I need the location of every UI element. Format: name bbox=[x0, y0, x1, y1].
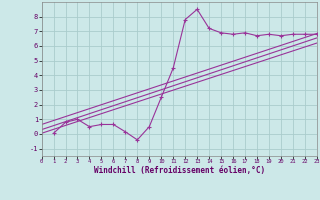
X-axis label: Windchill (Refroidissement éolien,°C): Windchill (Refroidissement éolien,°C) bbox=[94, 166, 265, 175]
